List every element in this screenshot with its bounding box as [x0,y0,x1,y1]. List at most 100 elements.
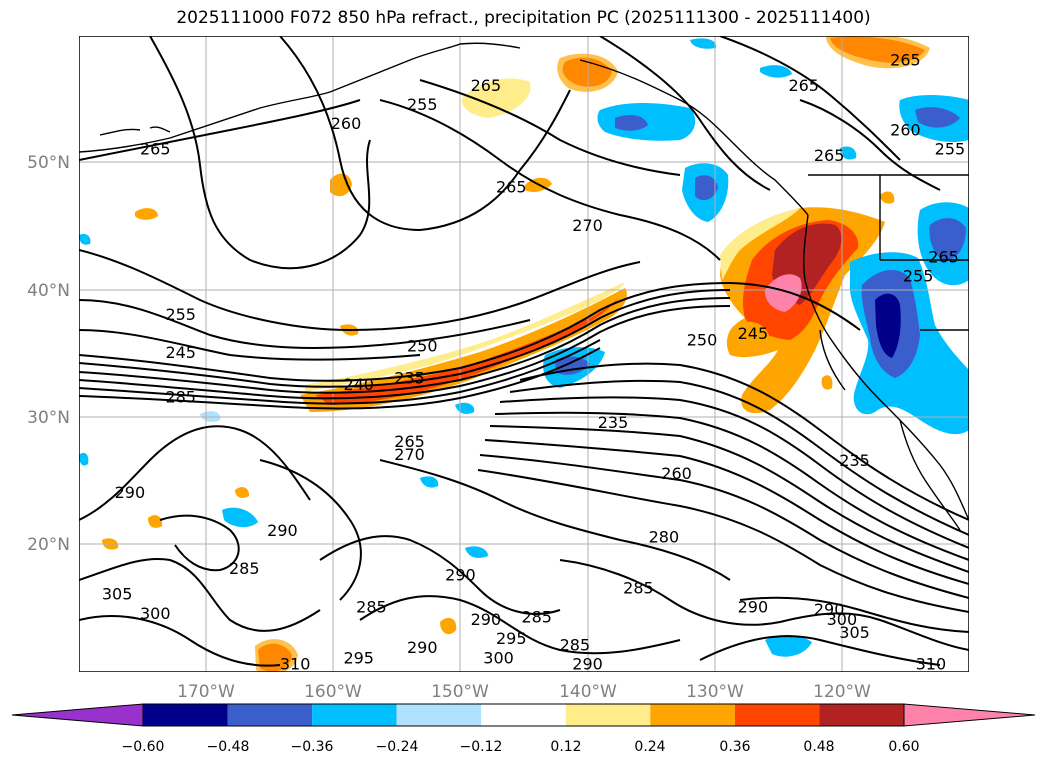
precip-neg-ak-core [615,114,648,131]
precip-blob-yellow-edge [720,208,800,280]
contour-label: 255 [935,139,966,158]
contour-label: 290 [267,521,298,540]
lon-label: 140°W [559,682,617,702]
precip-neg-small-10 [79,452,89,466]
precip-ar-core [315,298,618,405]
precip-neg-small-3 [765,634,812,657]
contour-label: 290 [471,610,502,629]
lat-label: 20°N [27,535,70,555]
colorbar-tick-label: 0.60 [888,739,919,755]
precip-neg-small-7 [455,402,475,414]
precip-neg-small-2 [465,546,488,558]
contour-label: 265 [471,76,502,95]
contour-label: 295 [343,648,374,667]
contour-label: 305 [102,585,133,604]
precip-shading [79,36,969,672]
contour-label: 300 [827,610,858,629]
contour-label: 270 [572,216,603,235]
contour-label: 290 [407,638,438,657]
refractivity-contours [79,36,969,667]
contour-label: 295 [496,629,527,648]
lat-label: 50°N [27,153,70,173]
contour-label: 300 [483,648,514,667]
lon-label: 130°W [686,682,744,702]
colorbar-tick-label: 0.36 [719,739,750,755]
contour-label: 265 [890,50,921,69]
precip-ar-band [300,288,627,412]
precip-neg-ca-deep [875,293,901,358]
precip-small-12 [821,375,833,390]
precip-neg-small-8 [840,146,857,160]
precip-small-9 [440,617,457,635]
contour-label: 285 [560,636,591,655]
precip-neg-bc-core [695,175,718,201]
contour-label: 285 [229,559,260,578]
contour-label: 260 [890,120,921,139]
precip-small-7 [148,515,163,528]
contour-label: 260 [661,464,692,483]
lon-label: 120°W [813,682,871,702]
precip-small-11 [880,191,895,204]
contour-label: 255 [903,267,934,286]
colorbar [11,703,1036,727]
contour-label: 305 [839,623,870,642]
contour-label: 245 [738,324,769,343]
colorbar-extend-high [903,703,1036,727]
colorbar-tick-label: −0.12 [460,739,503,755]
colorbar-segment [143,704,228,726]
contour-label: 265 [496,178,527,197]
precip-small-1 [330,173,352,197]
contour-label: 235 [598,413,629,432]
contour-label: 285 [623,578,654,597]
colorbar-segment [819,704,904,726]
contour-label: 235 [394,368,425,387]
lon-label: 150°W [431,682,489,702]
precip-neg-ne-core [929,218,966,261]
precip-neg-small-6 [420,476,439,488]
precip-top-right-outer [826,36,930,69]
colorbar-segment [734,704,820,726]
colorbar-tick-label: 0.48 [803,739,834,755]
colorbar-tick-labels: −0.60 −0.48 −0.36 −0.24 −0.12 0.12 0.24 … [122,739,920,755]
colorbar-segment [312,704,397,726]
contour-label: 285 [521,608,552,627]
colorbar-tick-label: −0.48 [207,739,250,755]
precip-neg-small-4 [760,65,792,78]
colorbar-frame [142,703,905,727]
contour-label: 310 [916,655,947,674]
precip-small-3 [135,208,158,220]
contour-label: 245 [165,343,196,362]
contour-label: 310 [280,655,311,674]
contour-label: 290 [814,600,845,619]
contour-label: 250 [407,337,438,356]
colorbar-tick-label: 0.24 [634,739,665,755]
contour-label: 270 [394,445,425,464]
contour-label: 265 [140,139,171,158]
lon-labels: 170°W 160°W 150°W 140°W 130°W 120°W [177,682,871,702]
coastlines [79,42,969,531]
precip-blob-peak [764,274,802,312]
lon-label: 170°W [177,682,235,702]
contour-label: 265 [394,432,425,451]
precip-neg-small-9 [79,234,91,245]
contour-label: 290 [115,483,146,502]
contour-label: 290 [572,655,603,674]
lat-labels: 50°N 40°N 30°N 20°N [27,153,70,555]
colorbar-tick-label: −0.36 [291,739,334,755]
colorbar-segment [481,704,566,726]
colorbar-segment [227,704,313,726]
colorbar-segment [650,704,735,726]
lat-label: 30°N [27,408,70,428]
colorbar-extend-low [11,703,144,727]
contour-label: 265 [928,248,959,267]
precip-north-yellow [461,78,531,118]
precip-small-6 [727,321,770,356]
precip-neg-small-11 [690,38,717,49]
precip-neg-small-1 [222,507,258,528]
contour-label: 300 [140,604,171,623]
colorbar-tick-label: 0.12 [550,739,581,755]
contour-label: 255 [165,305,196,324]
precip-neg-topne-core [915,107,960,128]
contour-label: 260 [331,114,362,133]
